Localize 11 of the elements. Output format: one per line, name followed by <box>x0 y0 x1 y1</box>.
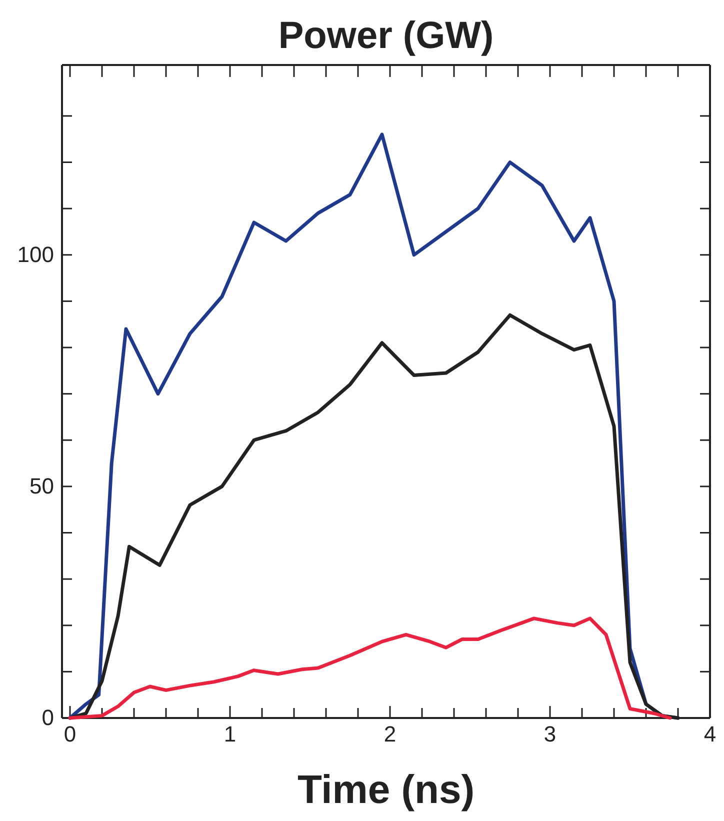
y-tick-label: 0 <box>42 705 54 730</box>
x-tick-label: 3 <box>544 722 556 747</box>
y-tick-label: 100 <box>17 242 54 267</box>
x-tick-label: 4 <box>704 722 716 747</box>
x-tick-label: 1 <box>224 722 236 747</box>
y-tick-label: 50 <box>30 473 54 498</box>
x-axis-title: Time (ns) <box>297 768 475 812</box>
x-tick-label: 0 <box>64 722 76 747</box>
x-tick-label: 2 <box>384 722 396 747</box>
line-series <box>68 616 672 720</box>
chart-title: Power (GW) <box>278 15 494 57</box>
